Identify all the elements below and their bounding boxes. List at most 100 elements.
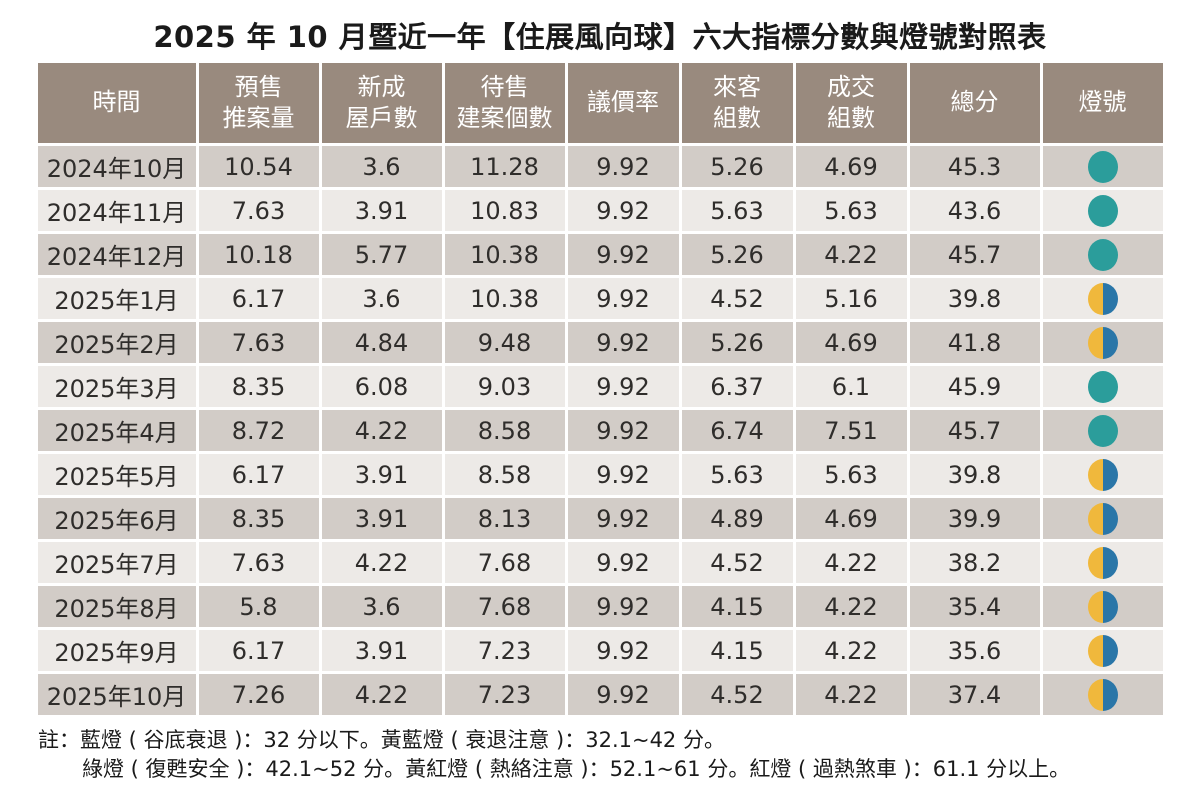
- value-cell: 4.15: [681, 630, 793, 671]
- time-cell: 2024年12月: [37, 234, 196, 275]
- light-cell: [1042, 630, 1163, 671]
- table-row: 2025年6月 8.35 3.91 8.13 9.92 4.89 4.69 39.9: [37, 498, 1163, 539]
- time-cell: 2025年2月: [37, 322, 196, 363]
- green-light-icon: [1087, 370, 1118, 403]
- value-cell: 45.3: [909, 146, 1040, 187]
- value-cell: 10.38: [444, 278, 565, 319]
- value-cell: 9.92: [567, 366, 679, 407]
- value-cell: 7.63: [198, 322, 319, 363]
- table-header-row: 時間 預售 推案量 新成 屋戶數 待售 建案個數 議價率 來客 組數 成交 組數 總分 燈號: [37, 63, 1163, 143]
- value-cell: 3.91: [321, 630, 442, 671]
- column-header: 議價率: [567, 63, 679, 143]
- time-cell: 2025年5月: [37, 454, 196, 495]
- value-cell: 9.92: [567, 586, 679, 627]
- value-cell: 41.8: [909, 322, 1040, 363]
- table-row: 2025年9月 6.17 3.91 7.23 9.92 4.15 4.22 35.6: [37, 630, 1163, 671]
- value-cell: 5.26: [681, 234, 793, 275]
- value-cell: 7.23: [444, 630, 565, 671]
- value-cell: 9.92: [567, 674, 679, 715]
- value-cell: 8.58: [444, 410, 565, 451]
- value-cell: 3.6: [321, 146, 442, 187]
- footnote: 註：藍燈 ( 谷底衰退 )：32 分以下。黃藍燈 ( 衰退注意 )：32.1~4…: [38, 726, 1162, 785]
- value-cell: 8.35: [198, 498, 319, 539]
- green-light-icon: [1087, 238, 1118, 271]
- value-cell: 7.63: [198, 542, 319, 583]
- table-row: 2025年4月 8.72 4.22 8.58 9.92 6.74 7.51 45.7: [37, 410, 1163, 451]
- table-body: 2024年10月 10.54 3.6 11.28 9.92 5.26 4.69 45.3 202…: [37, 146, 1163, 715]
- value-cell: 7.68: [444, 586, 565, 627]
- value-cell: 9.92: [567, 542, 679, 583]
- light-cell: [1042, 454, 1163, 495]
- light-cell: [1042, 190, 1163, 231]
- value-cell: 9.92: [567, 410, 679, 451]
- value-cell: 3.6: [321, 586, 442, 627]
- column-header: 來客 組數: [681, 63, 793, 143]
- value-cell: 35.4: [909, 586, 1040, 627]
- yellow-blue-light-icon: [1087, 282, 1118, 315]
- value-cell: 5.26: [681, 146, 793, 187]
- value-cell: 9.48: [444, 322, 565, 363]
- value-cell: 6.1: [795, 366, 907, 407]
- value-cell: 4.22: [795, 674, 907, 715]
- value-cell: 4.22: [795, 542, 907, 583]
- green-light-icon: [1087, 150, 1118, 183]
- value-cell: 7.23: [444, 674, 565, 715]
- time-cell: 2025年7月: [37, 542, 196, 583]
- value-cell: 37.4: [909, 674, 1040, 715]
- column-header: 總分: [909, 63, 1040, 143]
- value-cell: 5.63: [681, 190, 793, 231]
- value-cell: 45.7: [909, 410, 1040, 451]
- indicator-table: 時間 預售 推案量 新成 屋戶數 待售 建案個數 議價率 來客 組數 成交 組數 總分 燈號 2024年1…: [35, 60, 1166, 718]
- value-cell: 9.03: [444, 366, 565, 407]
- value-cell: 6.37: [681, 366, 793, 407]
- value-cell: 38.2: [909, 542, 1040, 583]
- value-cell: 5.63: [795, 190, 907, 231]
- value-cell: 10.38: [444, 234, 565, 275]
- light-cell: [1042, 410, 1163, 451]
- green-light-icon: [1087, 414, 1118, 447]
- value-cell: 9.92: [567, 278, 679, 319]
- time-cell: 2024年10月: [37, 146, 196, 187]
- value-cell: 3.91: [321, 498, 442, 539]
- time-cell: 2025年6月: [37, 498, 196, 539]
- value-cell: 4.22: [321, 410, 442, 451]
- time-cell: 2025年8月: [37, 586, 196, 627]
- value-cell: 10.83: [444, 190, 565, 231]
- table-row: 2025年5月 6.17 3.91 8.58 9.92 5.63 5.63 39.8: [37, 454, 1163, 495]
- time-cell: 2025年9月: [37, 630, 196, 671]
- yellow-blue-light-icon: [1087, 546, 1118, 579]
- footnote-line-1: 註：藍燈 ( 谷底衰退 )：32 分以下。黃藍燈 ( 衰退注意 )：32.1~4…: [38, 728, 725, 752]
- value-cell: 6.17: [198, 630, 319, 671]
- column-header: 時間: [37, 63, 196, 143]
- value-cell: 39.8: [909, 278, 1040, 319]
- light-cell: [1042, 498, 1163, 539]
- table-row: 2025年10月 7.26 4.22 7.23 9.92 4.52 4.22 37.4: [37, 674, 1163, 715]
- value-cell: 8.13: [444, 498, 565, 539]
- value-cell: 7.68: [444, 542, 565, 583]
- value-cell: 5.63: [795, 454, 907, 495]
- light-cell: [1042, 322, 1163, 363]
- light-cell: [1042, 234, 1163, 275]
- column-header: 新成 屋戶數: [321, 63, 442, 143]
- light-cell: [1042, 542, 1163, 583]
- value-cell: 9.92: [567, 234, 679, 275]
- light-cell: [1042, 366, 1163, 407]
- value-cell: 4.84: [321, 322, 442, 363]
- value-cell: 6.74: [681, 410, 793, 451]
- column-header: 預售 推案量: [198, 63, 319, 143]
- yellow-blue-light-icon: [1087, 502, 1118, 535]
- value-cell: 9.92: [567, 454, 679, 495]
- value-cell: 39.9: [909, 498, 1040, 539]
- table-row: 2025年1月 6.17 3.6 10.38 9.92 4.52 5.16 39.8: [37, 278, 1163, 319]
- value-cell: 4.22: [795, 586, 907, 627]
- value-cell: 9.92: [567, 630, 679, 671]
- value-cell: 7.26: [198, 674, 319, 715]
- value-cell: 35.6: [909, 630, 1040, 671]
- value-cell: 3.91: [321, 454, 442, 495]
- value-cell: 8.72: [198, 410, 319, 451]
- value-cell: 11.28: [444, 146, 565, 187]
- value-cell: 7.51: [795, 410, 907, 451]
- value-cell: 4.22: [795, 630, 907, 671]
- value-cell: 4.22: [321, 674, 442, 715]
- time-cell: 2025年1月: [37, 278, 196, 319]
